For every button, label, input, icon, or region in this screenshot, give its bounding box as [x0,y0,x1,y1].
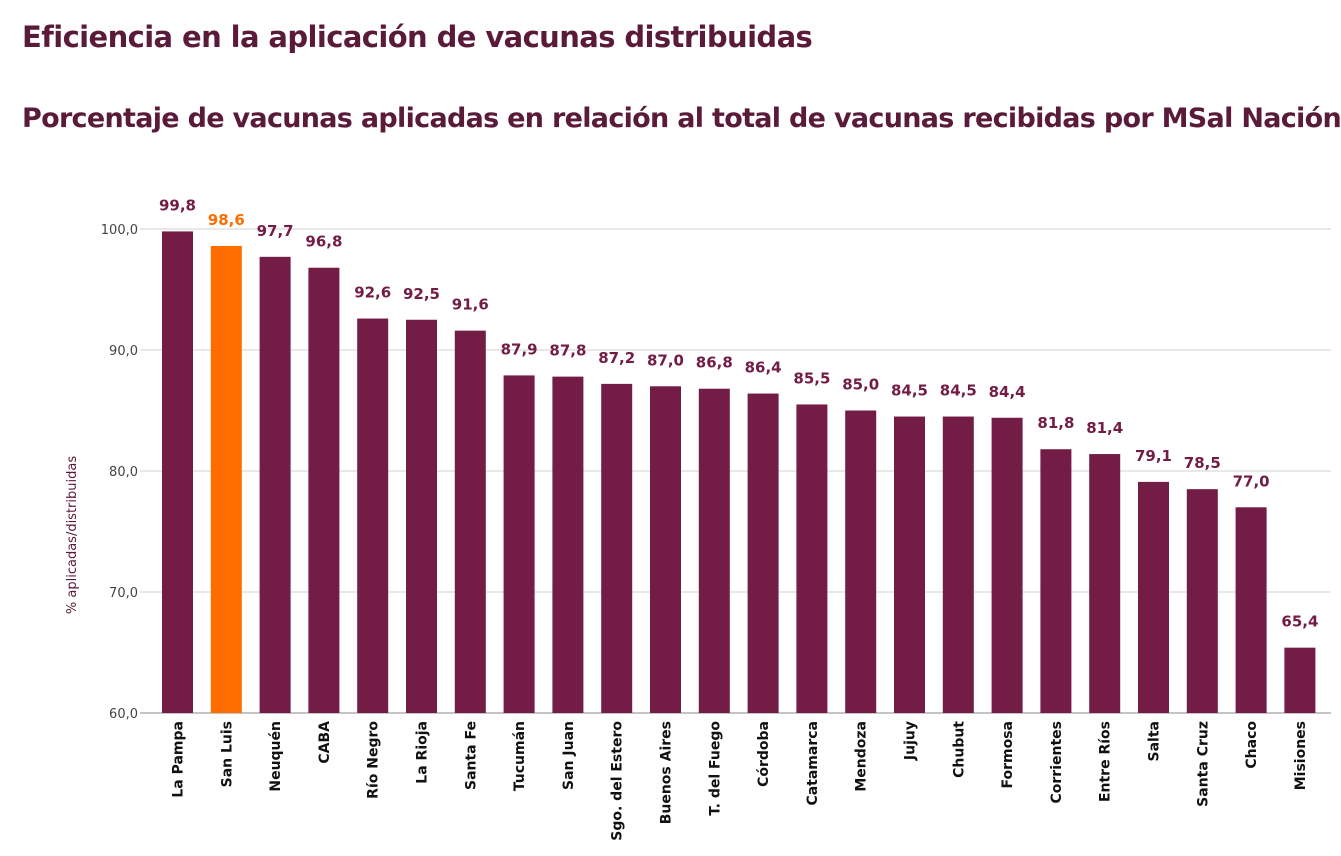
bar [747,393,779,713]
bar [1089,454,1121,713]
x-tick-label: Entre Ríos [1098,721,1114,802]
bar [1138,481,1169,713]
x-tick-label: Jujuy [903,721,919,761]
y-tick-label: 100,0 [101,223,138,238]
value-label: 97,7 [257,222,294,240]
x-tick-label: Formosa [1000,721,1016,789]
x-tick-label: T. del Fuego [707,721,723,816]
bar [406,319,437,713]
bar [357,318,389,713]
x-tick-label: Misiones [1293,721,1309,790]
x-tick-label: La Pampa [171,721,187,798]
value-label: 92,6 [354,284,391,302]
bar [650,386,681,713]
x-tick-label: Tucumán [512,721,528,791]
value-label: 77,0 [1233,472,1270,490]
bar [1284,647,1316,713]
x-tick-label: Neuquén [268,721,284,792]
value-label: 65,4 [1281,613,1318,631]
value-label: 87,8 [549,342,586,360]
x-tick-label: Chaco [1244,721,1260,769]
x-tick-label: Sgo. del Estero [610,721,626,841]
value-label: 92,5 [403,285,440,303]
y-axis-ticks: 60,0 70,0 80,0 90,0 100,0 [101,223,138,722]
bar [601,383,633,713]
value-label: 98,6 [208,211,245,229]
x-tick-label: Río Negro [366,721,382,799]
value-label: 99,8 [159,196,196,214]
value-label: 86,8 [696,354,733,372]
bars [162,231,1316,714]
value-label: 78,5 [1184,454,1221,472]
x-axis-labels: La Pampa San Luis Neuquén CABA Río Negro La R… [171,721,1309,841]
y-tick-label: 60,0 [109,707,138,722]
bar [259,256,291,713]
x-tick-label: Buenos Aires [659,721,675,824]
value-label: 87,0 [647,351,684,369]
bar [796,404,828,713]
x-tick-label: Catamarca [805,721,821,806]
y-tick-label: 70,0 [109,586,138,601]
value-label: 84,4 [989,383,1026,401]
x-tick-label: San Luis [219,721,235,787]
chart-subtitle: Porcentaje de vacunas aplicadas en relac… [22,103,1341,134]
chart-title: Eficiencia en la aplicación de vacunas d… [22,20,813,54]
value-label: 87,2 [598,349,635,367]
y-tick-label: 80,0 [109,465,138,480]
value-labels: 99,8 98,6 97,7 96,8 92,6 92,5 91,6 87,9 87,8 87,2… [159,196,1318,630]
x-tick-label: Santa Cruz [1195,721,1211,807]
x-tick-label: Chubut [951,721,967,778]
x-tick-label: Mendoza [854,721,870,792]
x-tick-label: Córdoba [756,721,772,787]
value-label: 91,6 [452,296,489,314]
bar [1235,507,1267,713]
y-tick-label: 90,0 [109,344,138,359]
value-label: 86,4 [745,359,782,377]
value-label: 81,4 [1086,419,1123,437]
bar [942,416,974,713]
value-label: 84,5 [891,382,928,400]
x-tick-label: La Rioja [415,721,431,784]
value-label: 87,9 [501,340,538,358]
bar [894,416,925,713]
value-label: 79,1 [1135,447,1172,465]
bar [454,330,486,713]
bar [210,245,242,713]
value-label: 85,0 [842,376,879,394]
x-tick-label: Salta [1147,721,1163,761]
x-tick-label: Corrientes [1049,721,1065,803]
value-label: 85,5 [793,369,830,387]
bar [845,410,877,713]
value-label: 96,8 [305,233,342,251]
value-label: 81,8 [1037,414,1074,432]
bar [162,231,193,714]
y-axis-label: % aplicadas/distribuidas [65,456,80,614]
x-tick-label: San Juan [561,721,577,790]
bar [552,376,584,713]
x-tick-label: Santa Fe [463,721,479,790]
value-label: 84,5 [940,382,977,400]
bar [503,375,535,713]
bar [308,267,340,713]
bar [991,417,1023,713]
bar [698,388,730,713]
bar [1040,449,1072,713]
bar [1186,489,1218,713]
x-tick-label: CABA [317,721,333,764]
